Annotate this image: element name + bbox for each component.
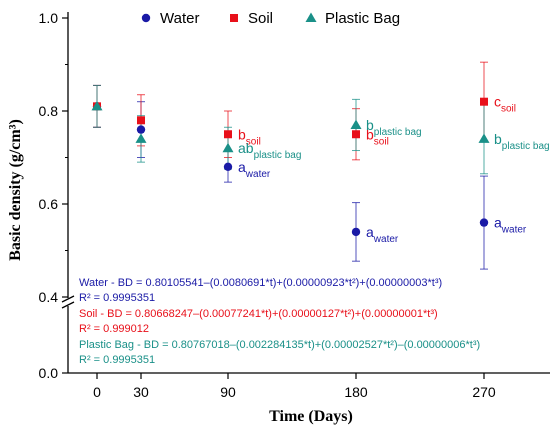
- significance-letter: bplastic bag: [366, 117, 422, 138]
- data-point-water: [136, 125, 146, 134]
- significance-letter: abplastic bag: [238, 140, 301, 161]
- x-tick-label: 270: [472, 384, 496, 400]
- data-point-soil: [224, 130, 232, 139]
- r-squared-value: R² = 0.999012: [79, 323, 149, 335]
- significance-subscript: plastic bag: [254, 150, 302, 161]
- y-axis-title: Basic density (g/cm³): [7, 119, 24, 261]
- significance-letter: awater: [366, 224, 399, 245]
- y-tick-label: 0.0: [39, 365, 59, 381]
- significance-subscript: water: [245, 169, 271, 180]
- significance-subscript: plastic bag: [502, 141, 550, 152]
- legend-marker-soil: [230, 14, 238, 22]
- significance-letter: csoil: [494, 94, 516, 115]
- data-point-plastic-bag: [478, 133, 490, 143]
- r-squared-value: R² = 0.9995351: [79, 354, 155, 366]
- r-squared-value: R² = 0.9995351: [79, 292, 155, 304]
- data-point-soil: [137, 116, 145, 125]
- significance-letter: bplastic bag: [494, 131, 550, 152]
- significance-subscript: soil: [374, 136, 389, 147]
- data-point-plastic-bag: [135, 133, 147, 143]
- x-tick-label: 90: [220, 384, 236, 400]
- data-point-plastic-bag: [350, 119, 362, 129]
- tick-labels: 0.0 0.4 0.6 0.8 1.0 0 30 90 180 270: [39, 10, 496, 400]
- data-point-water: [479, 218, 489, 227]
- y-tick-label: 0.8: [39, 103, 59, 119]
- x-tick-label: 180: [344, 384, 368, 400]
- data-point-water: [351, 227, 361, 237]
- y-tick-label: 0.4: [39, 289, 59, 305]
- significance-subscript: plastic bag: [374, 127, 422, 138]
- x-axis-title: Time (Days): [269, 408, 353, 425]
- error-bars: [93, 61, 488, 270]
- x-tick-label: 0: [93, 384, 101, 400]
- regression-equations: Water - BD = 0.80105541–(0.0080691*t)+(0…: [79, 277, 480, 366]
- legend-marker-water: [141, 13, 151, 23]
- significance-subscript: soil: [501, 104, 516, 115]
- legend-label: Soil: [248, 10, 273, 27]
- data-point-soil: [480, 97, 488, 106]
- legend-marker-plastic-bag: [305, 12, 317, 22]
- legend: Water Soil Plastic Bag: [141, 10, 400, 27]
- legend-label: Water: [160, 10, 199, 27]
- significance-letter: awater: [494, 215, 527, 236]
- data-markers: [91, 97, 490, 237]
- data-point-plastic-bag: [91, 100, 103, 111]
- legend-label: Plastic Bag: [325, 10, 400, 27]
- data-point-plastic-bag: [222, 142, 234, 153]
- regression-equation: Soil - BD = 0.80668247–(0.00077241*t)+(0…: [79, 308, 438, 320]
- significance-subscript: water: [373, 234, 399, 245]
- significance-subscript: soil: [246, 136, 261, 147]
- y-axis-break-mark: [61, 301, 75, 309]
- significance-letter: awater: [238, 159, 271, 180]
- regression-equation: Water - BD = 0.80105541–(0.0080691*t)+(0…: [79, 277, 442, 289]
- y-tick-label: 1.0: [39, 10, 59, 26]
- data-point-water: [223, 162, 233, 171]
- regression-equation: Plastic Bag - BD = 0.80767018–(0.0022841…: [79, 339, 480, 351]
- y-axis-break-mark: [61, 295, 75, 303]
- data-point-soil: [352, 130, 360, 139]
- significance-subscript: water: [501, 225, 527, 236]
- x-tick-label: 30: [133, 384, 149, 400]
- y-tick-label: 0.6: [39, 196, 59, 212]
